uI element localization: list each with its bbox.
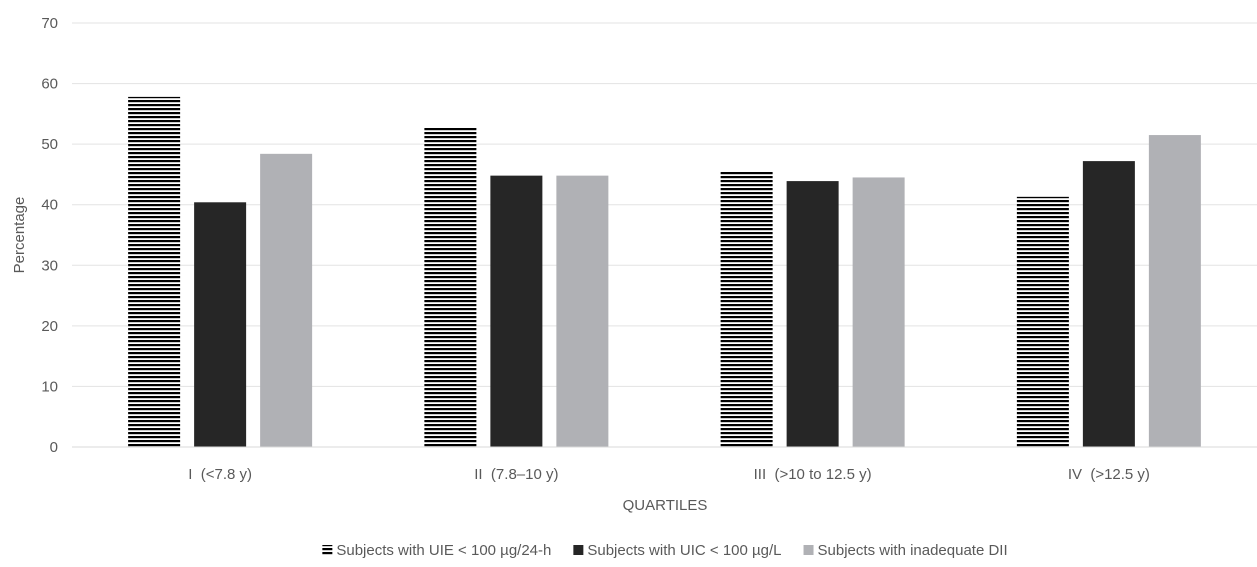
bar-series-2	[786, 181, 839, 447]
bar-series-3	[260, 153, 313, 447]
bar-series-2	[490, 175, 543, 447]
bar-series-2	[1082, 161, 1135, 448]
y-axis-ticks: 0 10 20 30 40 50 60 70	[41, 15, 58, 456]
y-tick-label: 60	[41, 76, 58, 93]
bar-series-1	[720, 172, 773, 447]
x-tick-label: I (<7.8 y)	[188, 466, 252, 483]
legend-swatch	[803, 545, 814, 555]
x-tick-label: III (>10 to 12.5 y)	[754, 466, 872, 483]
bar-series-3	[852, 177, 905, 447]
bar-series-1	[1016, 196, 1069, 447]
bar-series-3	[556, 175, 609, 447]
y-axis-title: Percentage	[11, 197, 28, 274]
x-axis-title: QUARTILES	[623, 497, 708, 514]
y-tick-label: 40	[41, 197, 58, 214]
y-tick-label: 20	[41, 318, 58, 335]
y-tick-label: 10	[41, 378, 58, 395]
legend-swatch	[573, 545, 584, 555]
legend-item-2: Subjects with UIC < 100 µg/L	[573, 542, 782, 559]
legend-item-1: Subjects with UIE < 100 µg/24-h	[322, 542, 551, 559]
bar-series-1	[128, 96, 181, 447]
x-tick-label: II (7.8–10 y)	[474, 466, 558, 483]
y-tick-label: 70	[41, 15, 58, 32]
y-tick-label: 30	[41, 257, 58, 274]
bars	[128, 96, 1201, 448]
y-tick-label: 0	[50, 439, 58, 456]
x-axis-ticks: I (<7.8 y) II (7.8–10 y) III (>10 to 12.5 …	[188, 466, 1150, 483]
bar-series-2	[194, 202, 247, 447]
bar-series-1	[424, 126, 477, 447]
bar-series-3	[1148, 135, 1201, 448]
legend-label: Subjects with UIC < 100 µg/L	[587, 542, 781, 559]
legend-label: Subjects with inadequate DII	[818, 542, 1008, 559]
gridlines	[72, 22, 1257, 387]
legend-label: Subjects with UIE < 100 µg/24-h	[336, 542, 551, 559]
x-tick-label: IV (>12.5 y)	[1068, 466, 1150, 483]
legend: Subjects with UIE < 100 µg/24-h Subjects …	[322, 542, 1008, 559]
y-tick-label: 50	[41, 136, 58, 153]
legend-item-3: Subjects with inadequate DII	[803, 542, 1008, 559]
legend-swatch	[322, 545, 333, 555]
